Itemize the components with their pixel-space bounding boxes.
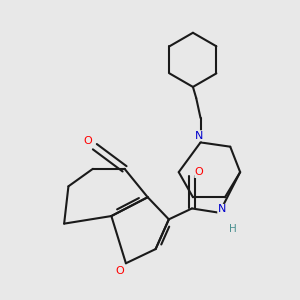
Text: N: N [195,131,204,141]
Text: O: O [115,266,124,275]
Text: O: O [195,167,204,178]
Text: O: O [83,136,92,146]
Text: N: N [218,204,226,214]
Text: H: H [229,224,236,234]
